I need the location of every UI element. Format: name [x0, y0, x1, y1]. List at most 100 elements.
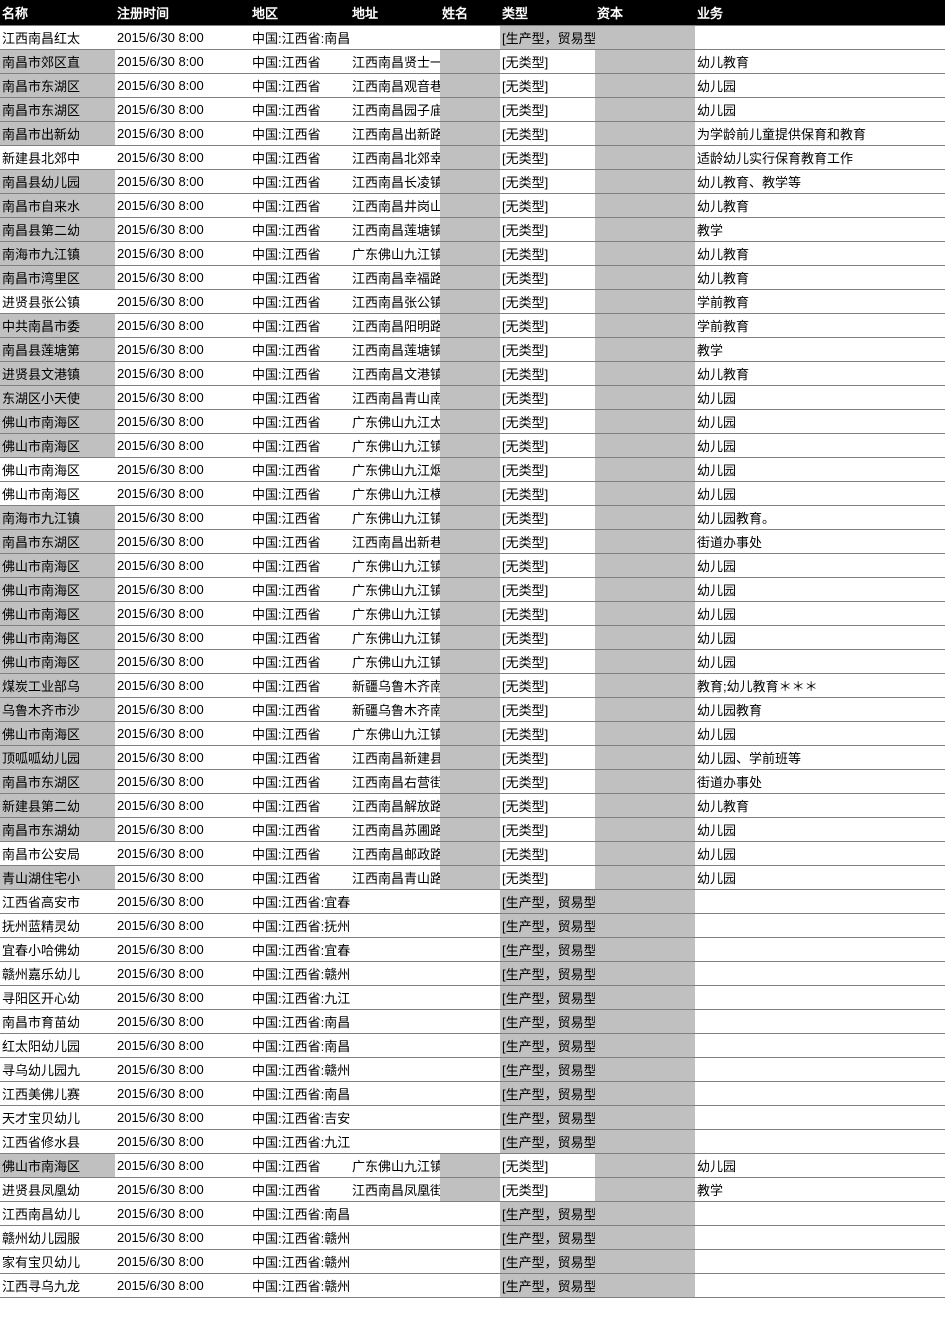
cell-capital — [595, 362, 695, 386]
cell-capital — [595, 482, 695, 506]
cell-address: 江西南昌出新路５５ — [350, 122, 440, 146]
table-row: 佛山市南海区2015/6/30 8:00中国:江西省广东佛山九江镇镇南[无类型]… — [0, 626, 945, 650]
cell-person — [440, 1058, 500, 1082]
cell-capital — [595, 1226, 695, 1250]
cell-capital — [595, 890, 695, 914]
cell-person — [440, 482, 500, 506]
cell-region: 中国:江西省 — [250, 98, 350, 122]
cell-capital — [595, 314, 695, 338]
cell-type: [无类型] — [500, 530, 595, 554]
cell-person — [440, 1034, 500, 1058]
cell-business — [695, 1082, 945, 1106]
table-row: 佛山市南海区2015/6/30 8:00中国:江西省广东佛山九江镇下东[无类型]… — [0, 722, 945, 746]
table-row: 佛山市南海区2015/6/30 8:00中国:江西省广东佛山九江镇大谷[无类型]… — [0, 578, 945, 602]
table-row: 进贤县张公镇2015/6/30 8:00中国:江西省江西南昌张公镇[无类型]学前… — [0, 290, 945, 314]
table-row: 乌鲁木齐市沙2015/6/30 8:00中国:江西省新疆乌鲁木齐南昌路[无类型]… — [0, 698, 945, 722]
cell-address: 江西南昌园子庙１１ — [350, 98, 440, 122]
cell-time: 2015/6/30 8:00 — [115, 1082, 250, 1106]
table-row: 江西省高安市2015/6/30 8:00中国:江西省:宜春市[生产型，贸易型] — [0, 890, 945, 914]
cell-name: 东湖区小天使 — [0, 386, 115, 410]
cell-capital — [595, 770, 695, 794]
cell-time: 2015/6/30 8:00 — [115, 362, 250, 386]
cell-business: 幼儿教育 — [695, 362, 945, 386]
header-region: 地区 — [250, 0, 350, 26]
cell-address — [350, 1130, 440, 1154]
cell-region: 中国:江西省 — [250, 482, 350, 506]
cell-capital — [595, 242, 695, 266]
cell-type: [无类型] — [500, 722, 595, 746]
cell-time: 2015/6/30 8:00 — [115, 914, 250, 938]
cell-region: 中国:江西省:抚州市 — [250, 914, 350, 938]
cell-address: 广东佛山九江镇南方 — [350, 1154, 440, 1178]
cell-person — [440, 1130, 500, 1154]
cell-address: 广东佛山九江烟南村 — [350, 458, 440, 482]
cell-person — [440, 314, 500, 338]
cell-capital — [595, 602, 695, 626]
cell-type: [无类型] — [500, 482, 595, 506]
cell-address — [350, 1226, 440, 1250]
cell-address: 江西南昌右营街８８ — [350, 770, 440, 794]
table-row: 赣州嘉乐幼儿2015/6/30 8:00中国:江西省:赣州市[生产型，贸易型] — [0, 962, 945, 986]
cell-capital — [595, 266, 695, 290]
cell-name: 南昌市自来水 — [0, 194, 115, 218]
cell-address: 江西南昌解放路６２ — [350, 794, 440, 818]
cell-type: [无类型] — [500, 410, 595, 434]
cell-type: [无类型] — [500, 698, 595, 722]
cell-business: 幼儿园 — [695, 650, 945, 674]
cell-name: 南海市九江镇 — [0, 242, 115, 266]
cell-region: 中国:江西省 — [250, 146, 350, 170]
cell-region: 中国:江西省 — [250, 530, 350, 554]
cell-person — [440, 98, 500, 122]
cell-address: 广东佛山九江镇上东 — [350, 650, 440, 674]
cell-capital — [595, 1178, 695, 1202]
cell-address: 江西南昌新建县汽车 — [350, 746, 440, 770]
cell-address — [350, 1010, 440, 1034]
cell-name: 南昌县第二幼 — [0, 218, 115, 242]
cell-address: 江西南昌凤凰街西端 — [350, 1178, 440, 1202]
cell-region: 中国:江西省:九江市 — [250, 1130, 350, 1154]
cell-person — [440, 362, 500, 386]
cell-type: [无类型] — [500, 122, 595, 146]
cell-time: 2015/6/30 8:00 — [115, 530, 250, 554]
cell-person — [440, 866, 500, 890]
cell-address: 江西南昌苏圃路１６ — [350, 818, 440, 842]
cell-type: [无类型] — [500, 1178, 595, 1202]
cell-capital — [595, 914, 695, 938]
cell-business — [695, 1034, 945, 1058]
cell-name: 新建县北郊中 — [0, 146, 115, 170]
cell-business: 幼儿教育 — [695, 794, 945, 818]
cell-capital — [595, 1130, 695, 1154]
cell-person — [440, 1010, 500, 1034]
cell-time: 2015/6/30 8:00 — [115, 938, 250, 962]
cell-address: 广东佛山九江镇上西 — [350, 554, 440, 578]
header-address: 地址 — [350, 0, 440, 26]
cell-name: 南昌市东湖区 — [0, 98, 115, 122]
cell-type: [生产型，贸易型] — [500, 1202, 595, 1226]
cell-business: 幼儿园 — [695, 554, 945, 578]
cell-capital — [595, 146, 695, 170]
cell-business: 幼儿园 — [695, 578, 945, 602]
cell-type: [无类型] — [500, 506, 595, 530]
cell-business: 幼儿园 — [695, 818, 945, 842]
cell-capital — [595, 938, 695, 962]
cell-type: [生产型，贸易型] — [500, 1034, 595, 1058]
cell-region: 中国:江西省 — [250, 458, 350, 482]
cell-address — [350, 1202, 440, 1226]
cell-capital — [595, 866, 695, 890]
cell-type: [无类型] — [500, 266, 595, 290]
cell-name: 江西南昌幼儿 — [0, 1202, 115, 1226]
cell-address: 江西南昌北郊幸福路 — [350, 146, 440, 170]
cell-address — [350, 938, 440, 962]
cell-region: 中国:江西省 — [250, 1154, 350, 1178]
cell-business: 幼儿园 — [695, 74, 945, 98]
cell-type: [生产型，贸易型] — [500, 890, 595, 914]
cell-name: 佛山市南海区 — [0, 578, 115, 602]
cell-address: 江西南昌长凌镇文教 — [350, 170, 440, 194]
cell-time: 2015/6/30 8:00 — [115, 866, 250, 890]
cell-person — [440, 1274, 500, 1298]
cell-business: 幼儿园 — [695, 842, 945, 866]
cell-time: 2015/6/30 8:00 — [115, 578, 250, 602]
table-row: 南昌市出新幼2015/6/30 8:00中国:江西省江西南昌出新路５５[无类型]… — [0, 122, 945, 146]
cell-person — [440, 122, 500, 146]
cell-business — [695, 986, 945, 1010]
